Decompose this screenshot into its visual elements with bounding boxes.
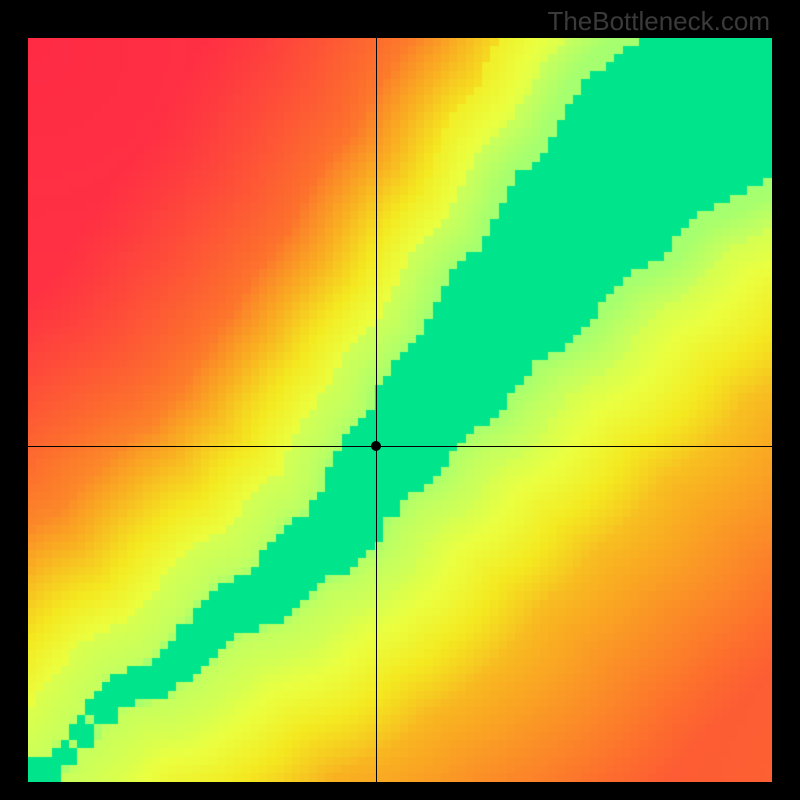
crosshair-marker [371, 441, 381, 451]
watermark-text: TheBottleneck.com [547, 6, 770, 37]
heatmap-chart [28, 38, 772, 782]
crosshair-horizontal [28, 446, 772, 447]
heatmap-canvas [28, 38, 772, 782]
crosshair-vertical [376, 38, 377, 782]
